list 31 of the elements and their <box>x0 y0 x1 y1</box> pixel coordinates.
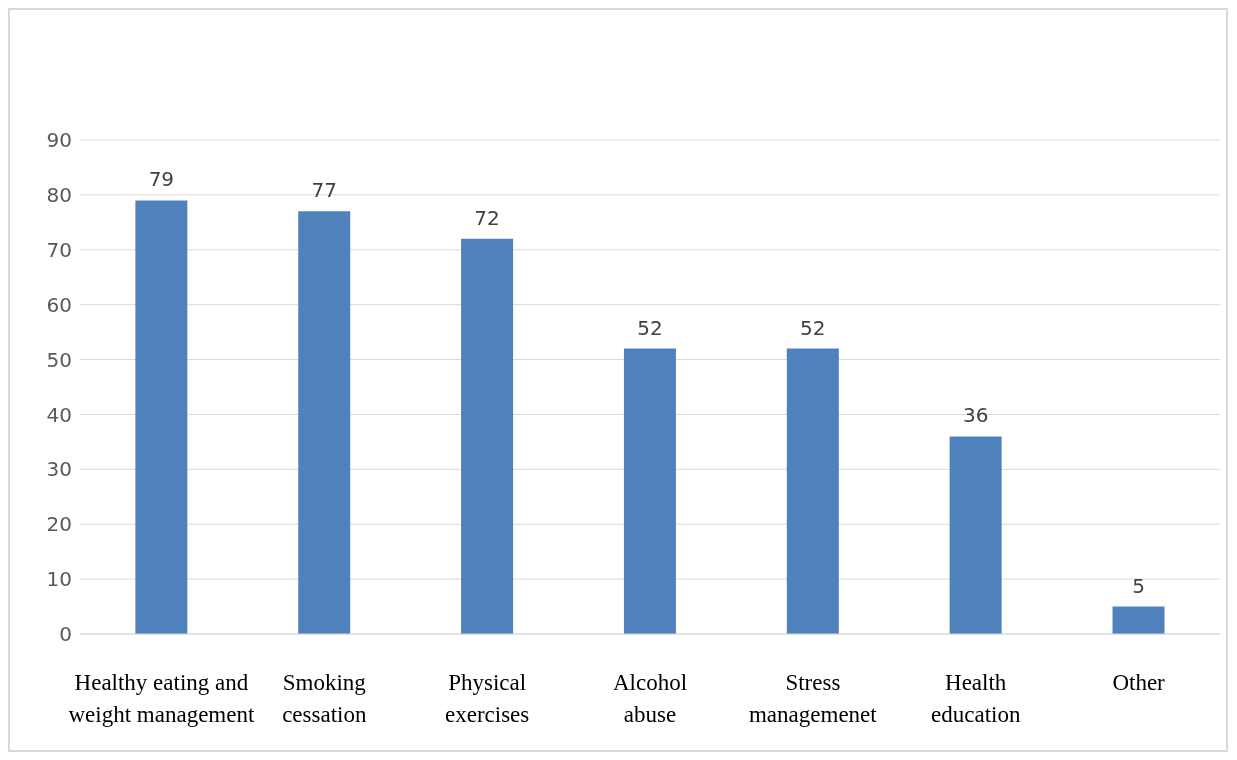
y-tick-label: 20 <box>46 512 72 537</box>
y-tick-label: 70 <box>46 237 72 262</box>
x-tick-label: Smoking cessation <box>282 670 367 727</box>
bar <box>461 238 514 634</box>
bar <box>623 348 676 634</box>
bar <box>135 200 188 634</box>
bar <box>298 211 351 634</box>
bar <box>949 436 1002 634</box>
bar <box>786 348 839 634</box>
y-tick-label: 80 <box>46 182 72 207</box>
y-tick-label: 40 <box>46 402 72 427</box>
x-tick-label: Other <box>1112 670 1166 695</box>
data-label: 36 <box>962 403 989 428</box>
y-tick-label: 90 <box>46 128 72 153</box>
data-label: 52 <box>800 315 826 340</box>
data-label: 5 <box>1132 573 1145 598</box>
data-label: 79 <box>148 167 175 192</box>
y-tick-label: 30 <box>46 457 72 482</box>
y-tick-label: 50 <box>46 347 72 372</box>
y-tick-label: 10 <box>46 567 72 592</box>
data-label: 77 <box>311 178 337 203</box>
y-tick-label: 0 <box>59 622 72 647</box>
data-label: 72 <box>474 205 500 230</box>
y-tick-label: 60 <box>46 292 72 317</box>
x-tick-label: Physical exercises <box>444 670 530 727</box>
x-tick-label: Alcohol abuse <box>612 670 688 727</box>
x-tick-label: Healthy eating and weight management <box>68 670 255 727</box>
bar <box>1112 606 1165 634</box>
data-label: 52 <box>637 315 663 340</box>
x-tick-label: Stress managemenet <box>749 670 878 727</box>
x-tick-label: Health education <box>931 670 1021 727</box>
